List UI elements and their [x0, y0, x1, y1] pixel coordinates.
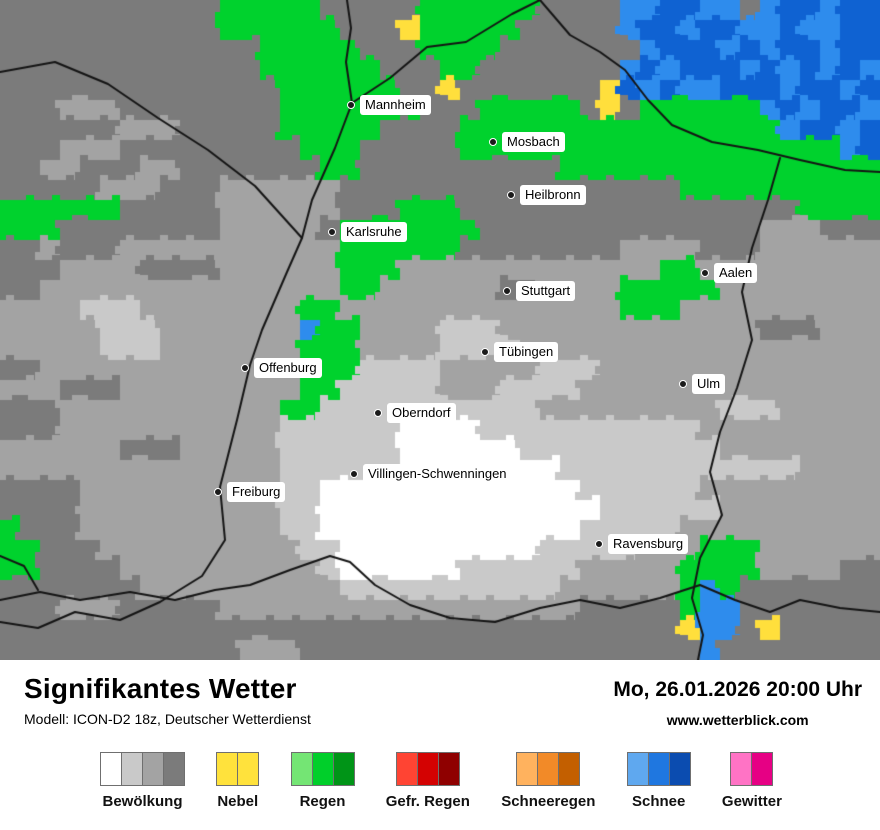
city-label: Ulm — [692, 374, 726, 394]
city-marker-karlsruhe: Karlsruhe — [328, 222, 407, 242]
legend-group-nebel: Nebel — [216, 752, 260, 810]
legend-swatch — [163, 752, 185, 786]
city-marker-ravensburg: Ravensburg — [595, 534, 689, 554]
city-marker-oberndorf: Oberndorf — [374, 403, 456, 423]
city-dot-icon — [328, 228, 336, 236]
city-marker-villingen-schwenningen: Villingen-Schwenningen — [350, 464, 512, 484]
city-marker-stuttgart: Stuttgart — [503, 281, 576, 301]
legend-swatch — [237, 752, 260, 786]
header-left: Signifikantes Wetter Modell: ICON-D2 18z… — [24, 673, 311, 727]
city-label: Offenburg — [254, 358, 322, 378]
city-marker-freiburg: Freiburg — [214, 482, 286, 502]
legend-swatches-schneeregen — [516, 752, 581, 786]
city-dot-icon — [241, 364, 249, 372]
legend-swatch — [437, 752, 460, 786]
page-title: Signifikantes Wetter — [24, 673, 297, 704]
legend-swatch — [558, 752, 581, 786]
legend-group-bewoelkung: Bewölkung — [100, 752, 185, 810]
model-info: Modell: ICON-D2 18z, Deutscher Wetterdie… — [24, 711, 311, 727]
legend-group-schnee: Schnee — [626, 752, 691, 810]
legend-swatches-gefr-regen — [395, 752, 460, 786]
city-dot-icon — [701, 269, 709, 277]
legend-swatch — [416, 752, 439, 786]
city-marker-mosbach: Mosbach — [489, 132, 565, 152]
city-label: Mosbach — [502, 132, 565, 152]
city-marker-tubingen: Tübingen — [481, 342, 559, 362]
legend-label: Gefr. Regen — [385, 793, 470, 810]
legend-group-regen: Regen — [290, 752, 355, 810]
legend-swatch — [311, 752, 334, 786]
city-marker-aalen: Aalen — [701, 263, 758, 283]
legend-swatch — [516, 752, 539, 786]
legend-swatches-regen — [290, 752, 355, 786]
legend-label: Regen — [299, 793, 346, 810]
legend-swatch — [121, 752, 143, 786]
info-panel: Signifikantes Wetter Modell: ICON-D2 18z… — [0, 660, 880, 830]
city-marker-heilbronn: Heilbronn — [507, 185, 586, 205]
city-dot-icon — [503, 287, 511, 295]
legend-label: Nebel — [217, 793, 259, 810]
city-label: Villingen-Schwenningen — [363, 464, 512, 484]
city-label: Karlsruhe — [341, 222, 407, 242]
city-label: Tübingen — [494, 342, 559, 362]
legend-label: Schnee — [631, 793, 686, 810]
weather-map: Mannheim Mosbach Heilbronn Karlsruhe Stuttga… — [0, 0, 880, 660]
header-right: Mo, 26.01.2026 20:00 Uhr www.wetterblick… — [613, 673, 862, 728]
city-dot-icon — [489, 138, 497, 146]
city-dot-icon — [374, 409, 382, 417]
legend: Bewölkung Nebel Regen Gefr. Regen Schneerege… — [100, 752, 782, 810]
city-dot-icon — [214, 488, 222, 496]
city-marker-mannheim: Mannheim — [347, 95, 431, 115]
legend-swatch — [395, 752, 418, 786]
city-dot-icon — [347, 101, 355, 109]
legend-label: Schneeregen — [501, 793, 596, 810]
website-label: www.wetterblick.com — [666, 712, 809, 728]
legend-swatch — [668, 752, 691, 786]
legend-swatches-bewoelkung — [100, 752, 185, 786]
legend-swatch — [332, 752, 355, 786]
city-dot-icon — [679, 380, 687, 388]
legend-label: Gewitter — [721, 793, 782, 810]
datetime-label: Mo, 26.01.2026 20:00 Uhr — [613, 678, 862, 701]
legend-swatches-gewitter — [730, 752, 774, 786]
legend-swatches-nebel — [216, 752, 260, 786]
city-label: Aalen — [714, 263, 758, 283]
city-dot-icon — [350, 470, 358, 478]
legend-swatch — [290, 752, 313, 786]
weather-map-canvas — [0, 0, 880, 660]
legend-swatches-schnee — [626, 752, 691, 786]
legend-swatch — [537, 752, 560, 786]
legend-swatch — [647, 752, 670, 786]
city-dot-icon — [507, 191, 515, 199]
legend-swatch — [730, 752, 753, 786]
header-row: Signifikantes Wetter Modell: ICON-D2 18z… — [24, 673, 862, 728]
city-label: Heilbronn — [520, 185, 586, 205]
city-label: Stuttgart — [516, 281, 576, 301]
city-dot-icon — [595, 540, 603, 548]
legend-group-gefr-regen: Gefr. Regen — [386, 752, 470, 810]
city-label: Ravensburg — [608, 534, 689, 554]
legend-label: Bewölkung — [102, 793, 183, 810]
city-marker-offenburg: Offenburg — [241, 358, 322, 378]
city-label: Oberndorf — [387, 403, 456, 423]
legend-swatch — [216, 752, 239, 786]
legend-swatch — [751, 752, 774, 786]
city-label: Freiburg — [227, 482, 286, 502]
legend-group-schneeregen: Schneeregen — [501, 752, 595, 810]
city-label: Mannheim — [360, 95, 431, 115]
city-dot-icon — [481, 348, 489, 356]
city-layer: Mannheim Mosbach Heilbronn Karlsruhe Stuttga… — [214, 95, 758, 554]
legend-group-gewitter: Gewitter — [722, 752, 782, 810]
legend-swatch — [100, 752, 122, 786]
legend-swatch — [626, 752, 649, 786]
city-marker-ulm: Ulm — [679, 374, 726, 394]
legend-swatch — [142, 752, 164, 786]
